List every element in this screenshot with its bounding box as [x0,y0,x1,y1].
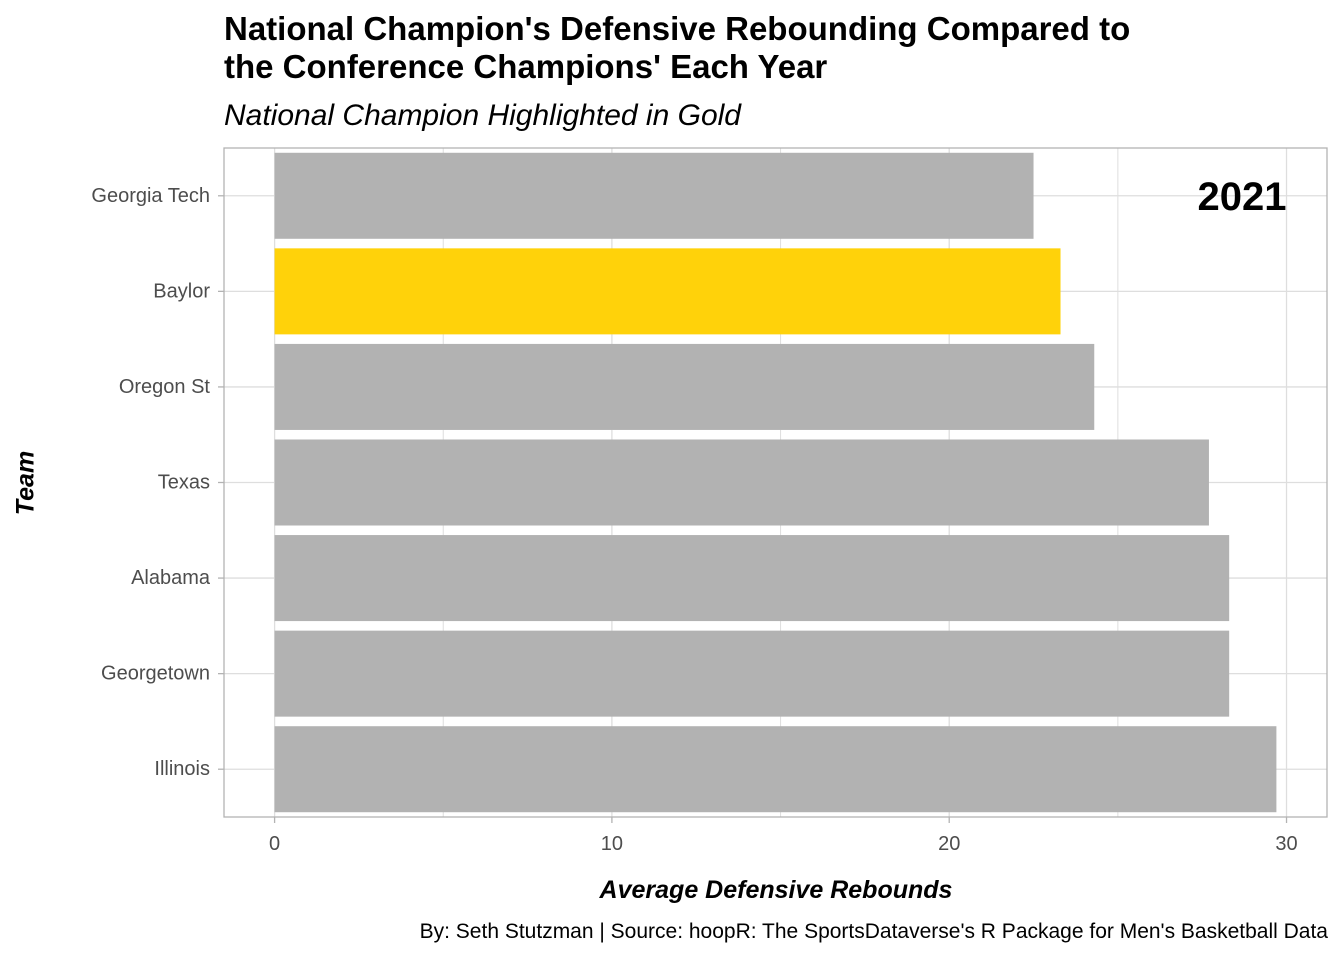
bar-texas [274,439,1209,526]
chart-title-line-2: the Conference Champions' Each Year [224,48,828,85]
chart-title-line-1: National Champion's Defensive Rebounding… [224,10,1131,47]
x-tick-label: 30 [1275,833,1297,855]
chart-title: National Champion's Defensive Rebounding… [224,10,1324,86]
y-tick-label: Georgia Tech [91,185,210,207]
y-tick-label: Alabama [131,567,211,589]
chart-subtitle: National Champion Highlighted in Gold [224,99,741,132]
bar-oregon-st [274,343,1095,430]
y-tick-label: Illinois [154,758,210,780]
chart-caption: By: Seth Stutzman | Source: hoopR: The S… [419,920,1328,943]
x-tick-label: 10 [601,833,623,855]
bar-baylor [274,248,1061,335]
bar-georgia-tech [274,152,1034,239]
y-tick-label: Baylor [153,280,210,302]
bar-illinois [274,726,1277,813]
x-tick-label: 0 [269,833,280,855]
y-tick-label: Texas [158,472,210,494]
y-tick-label: Oregon St [119,376,211,398]
x-tick-label: 20 [938,833,960,855]
year-annotation: 2021 [1198,175,1287,219]
x-axis-label: Average Defensive Rebounds [599,876,953,904]
bar-alabama [274,535,1230,622]
bar-georgetown [274,630,1230,717]
y-tick-label: Georgetown [101,663,210,685]
